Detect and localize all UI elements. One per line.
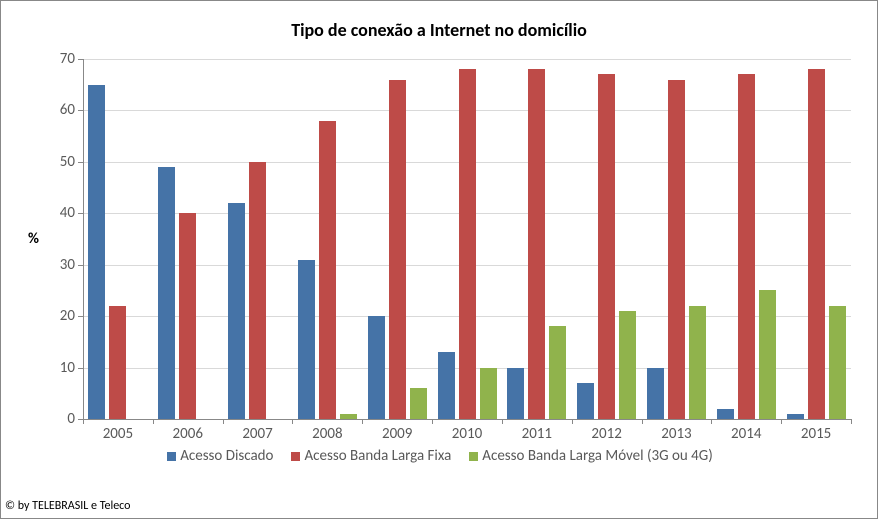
bar	[319, 121, 336, 419]
bar	[577, 383, 594, 419]
x-tick-label: 2011	[522, 425, 552, 443]
y-axis-label: %	[28, 230, 39, 248]
bar	[249, 162, 266, 419]
x-tick-mark	[781, 419, 782, 424]
bar	[647, 368, 664, 419]
y-tick-label: 70	[51, 50, 75, 68]
x-tick-label: 2012	[591, 425, 621, 443]
x-tick-mark	[362, 419, 363, 424]
x-tick-mark	[642, 419, 643, 424]
legend-item: Acesso Banda Larga Fixa	[291, 447, 451, 465]
chart-legend: Acesso Discado Acesso Banda Larga Fixa Ace…	[1, 447, 878, 465]
bar	[368, 316, 385, 419]
bar	[410, 388, 427, 419]
x-tick-label: 2006	[173, 425, 203, 443]
y-axis-line	[83, 59, 84, 419]
x-tick-mark	[292, 419, 293, 424]
bar	[738, 74, 755, 419]
x-tick-label: 2005	[103, 425, 133, 443]
bar	[298, 260, 315, 419]
legend-swatch	[167, 452, 176, 461]
x-tick-mark	[83, 419, 84, 424]
x-tick-label: 2008	[312, 425, 342, 443]
y-tick-label: 0	[51, 410, 75, 428]
bar	[759, 290, 776, 419]
x-tick-label: 2007	[242, 425, 272, 443]
legend-label: Acesso Discado	[180, 447, 273, 465]
bar	[228, 203, 245, 419]
bar	[717, 409, 734, 419]
bar	[829, 306, 846, 419]
x-tick-label: 2010	[452, 425, 482, 443]
bar	[668, 80, 685, 419]
x-tick-label: 2009	[382, 425, 412, 443]
bar	[179, 213, 196, 419]
legend-label: Acesso Banda Larga Fixa	[304, 447, 451, 465]
legend-item: Acesso Banda Larga Móvel (3G ou 4G)	[469, 447, 712, 465]
bar	[549, 326, 566, 419]
legend-swatch	[469, 452, 478, 461]
bar	[109, 306, 126, 419]
y-tick-label: 30	[51, 256, 75, 274]
chart-container: Tipo de conexão a Internet no domicílio …	[0, 0, 878, 519]
y-tick-label: 60	[51, 101, 75, 119]
plot-area	[83, 59, 851, 419]
legend-swatch	[291, 452, 300, 461]
bar	[507, 368, 524, 419]
bar	[480, 368, 497, 419]
legend-item: Acesso Discado	[167, 447, 273, 465]
bar	[689, 306, 706, 419]
chart-title: Tipo de conexão a Internet no domicílio	[1, 19, 877, 41]
bar	[598, 74, 615, 419]
x-tick-label: 2013	[661, 425, 691, 443]
bar	[528, 69, 545, 419]
x-tick-label: 2014	[731, 425, 761, 443]
x-tick-mark	[432, 419, 433, 424]
x-tick-mark	[153, 419, 154, 424]
bar	[389, 80, 406, 419]
gridline	[83, 59, 851, 60]
bar	[459, 69, 476, 419]
y-tick-label: 10	[51, 359, 75, 377]
x-axis-line	[83, 419, 851, 420]
x-tick-mark	[502, 419, 503, 424]
x-tick-mark	[572, 419, 573, 424]
bar	[619, 311, 636, 419]
bar	[158, 167, 175, 419]
y-tick-label: 40	[51, 204, 75, 222]
bar	[88, 85, 105, 419]
bar	[808, 69, 825, 419]
legend-label: Acesso Banda Larga Móvel (3G ou 4G)	[482, 447, 712, 465]
y-tick-label: 50	[51, 153, 75, 171]
x-tick-mark	[851, 419, 852, 424]
copyright-text: © by TELEBRASIL e Teleco	[5, 499, 130, 513]
x-tick-mark	[223, 419, 224, 424]
x-tick-mark	[711, 419, 712, 424]
bar	[438, 352, 455, 419]
x-tick-label: 2015	[801, 425, 831, 443]
y-tick-label: 20	[51, 307, 75, 325]
